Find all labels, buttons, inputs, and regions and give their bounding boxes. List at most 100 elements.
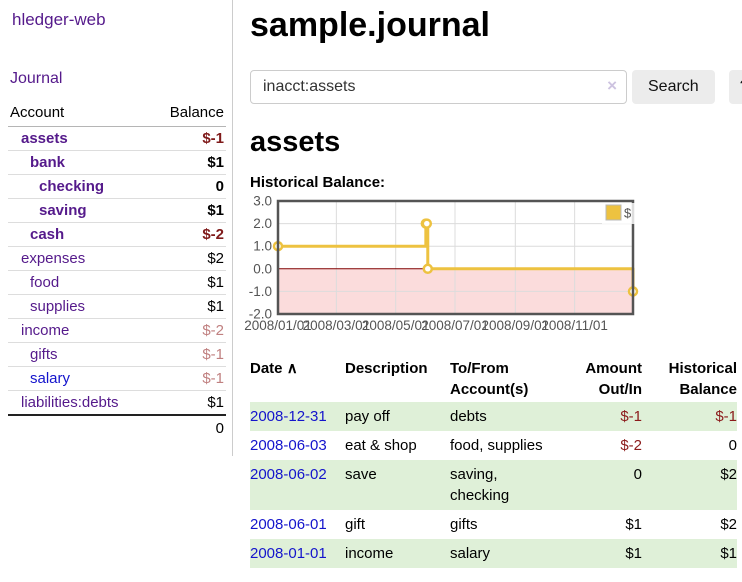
account-link[interactable]: bank — [30, 154, 66, 171]
account-balance: $-1 — [151, 126, 226, 151]
y-tick-label: -1.0 — [249, 284, 272, 299]
account-row: income $-2 — [8, 318, 226, 343]
accounts-header-row: Account Balance — [8, 101, 226, 127]
transaction-amount: $-2 — [620, 437, 642, 454]
account-link[interactable]: salary — [30, 370, 71, 387]
account-balance: $1 — [151, 270, 226, 295]
transaction-row: 2008-12-31 pay off debts $-1 $-1 — [250, 402, 737, 431]
register-rows: 2008-12-31 pay off debts $-1 $-1 2008-06-03 ea… — [250, 402, 737, 568]
x-tick-label: 2008/07/01 — [421, 318, 489, 333]
transaction-balance: $-1 — [715, 408, 737, 425]
account-balance: $1 — [151, 150, 226, 175]
x-tick-label: 2008/09/01 — [482, 318, 550, 333]
account-balance: $-2 — [151, 222, 226, 247]
data-point-marker — [422, 263, 434, 275]
transaction-accounts: salary — [450, 545, 491, 562]
account-row: liabilities:debts $1 — [8, 390, 226, 416]
account-link[interactable]: expenses — [21, 250, 86, 267]
y-tick-label: 1.0 — [253, 239, 272, 254]
transaction-balance: 0 — [728, 437, 737, 454]
accounts-table: Account Balance assets $-1 bank $1 checking 0… — [8, 101, 226, 440]
account-balance: 0 — [151, 174, 226, 199]
account-link[interactable]: food — [30, 274, 60, 291]
transaction-amount: $1 — [625, 545, 642, 562]
transaction-description: gift — [345, 516, 366, 533]
account-balance: $1 — [151, 390, 226, 416]
account-row: assets $-1 — [8, 126, 226, 151]
clear-search-icon[interactable]: × — [607, 76, 617, 95]
sidebar-item-journal[interactable]: Journal — [10, 70, 63, 87]
account-link[interactable]: gifts — [30, 346, 58, 363]
transaction-date-link[interactable]: 2008-06-01 — [250, 516, 327, 533]
account-link[interactable]: liabilities:debts — [21, 394, 119, 411]
transaction-accounts: gifts — [450, 516, 478, 533]
account-balance: $2 — [151, 246, 226, 271]
x-tick-label: 2008/03/01 — [303, 318, 371, 333]
accounts-col-account: Account — [8, 101, 152, 127]
register-col-historical: Historical Balance — [668, 360, 737, 398]
account-link[interactable]: income — [21, 322, 70, 339]
transaction-description: save — [345, 466, 377, 483]
transaction-balance: $2 — [720, 466, 737, 483]
chart-title: Historical Balance: — [250, 174, 386, 191]
transaction-amount: $1 — [625, 516, 642, 533]
accounts-total: 0 — [151, 414, 226, 440]
brand-link[interactable]: hledger-web — [12, 10, 106, 29]
register-col-description: Description — [345, 360, 428, 377]
transaction-balance: $1 — [720, 545, 737, 562]
transaction-description: eat & shop — [345, 437, 417, 454]
transaction-description: pay off — [345, 408, 390, 425]
account-balance: $1 — [151, 198, 226, 223]
legend-label: $ — [624, 206, 632, 221]
sidebar: hledger-web Journal Account Balance asse… — [0, 0, 233, 456]
transaction-description: income — [345, 545, 394, 562]
register-col-date[interactable]: Date ∧ — [250, 360, 298, 377]
account-balance: $-2 — [151, 318, 226, 343]
account-row: gifts $-1 — [8, 342, 226, 367]
transaction-date-link[interactable]: 2008-12-31 — [250, 408, 327, 425]
account-row: expenses $2 — [8, 246, 226, 271]
account-row: salary $-1 — [8, 366, 226, 391]
transaction-date-link[interactable]: 2008-06-02 — [250, 466, 327, 483]
legend-swatch — [605, 204, 622, 221]
account-row: bank $1 — [8, 150, 226, 175]
account-link[interactable]: saving — [39, 202, 87, 219]
transaction-row: 2008-01-01 income salary $1 $1 — [250, 539, 737, 568]
search-button[interactable]: Search — [632, 70, 715, 104]
y-tick-label: 0.0 — [253, 261, 272, 276]
accounts-total-row: 0 — [8, 414, 226, 440]
account-row: food $1 — [8, 270, 226, 295]
account-link[interactable]: checking — [39, 178, 105, 195]
y-tick-label: -2.0 — [249, 307, 272, 322]
account-balance: $-1 — [151, 366, 226, 391]
search-form: × Search ? — [250, 70, 742, 104]
accounts-col-balance: Balance — [151, 101, 226, 127]
transaction-row: 2008-06-03 eat & shop food, supplies $-2 0 — [250, 431, 737, 460]
account-link[interactable]: supplies — [30, 298, 86, 315]
register-table: Date ∧ Description To/From Account(s) Amount… — [250, 356, 737, 568]
account-link[interactable]: cash — [30, 226, 65, 243]
page-title: sample.journal — [250, 6, 490, 44]
y-tick-label: 3.0 — [253, 196, 272, 209]
transaction-balance: $2 — [720, 516, 737, 533]
transaction-amount: $-1 — [620, 408, 642, 425]
transaction-accounts: food, supplies — [450, 437, 543, 454]
x-tick-label: 2008/01/01 — [244, 318, 312, 333]
main-content: sample.journal × Search ? assets Histori… — [233, 0, 742, 568]
transaction-date-link[interactable]: 2008-06-03 — [250, 437, 327, 454]
y-tick-label: 2.0 — [253, 216, 272, 231]
x-tick-label: 2008/11/01 — [541, 318, 608, 333]
data-point-marker — [421, 218, 433, 229]
account-row: supplies $1 — [8, 294, 226, 319]
account-link[interactable]: assets — [21, 130, 68, 147]
register-col-tofrom: To/From Account(s) — [450, 360, 529, 398]
register-col-amount: Amount Out/In — [585, 360, 642, 398]
sort-asc-icon: ∧ — [286, 360, 298, 377]
account-row: checking 0 — [8, 174, 226, 199]
search-input[interactable] — [250, 70, 627, 104]
transaction-date-link[interactable]: 2008-01-01 — [250, 545, 327, 562]
chart-container: 3.0 2.0 1.0 0.0 -1.0 -2.0 2008/01/01 2008/03/01… — [240, 194, 742, 341]
transaction-row: 2008-06-02 save saving, checking 0 $2 — [250, 460, 737, 510]
help-button[interactable]: ? — [728, 70, 742, 104]
account-balance: $-1 — [151, 342, 226, 367]
